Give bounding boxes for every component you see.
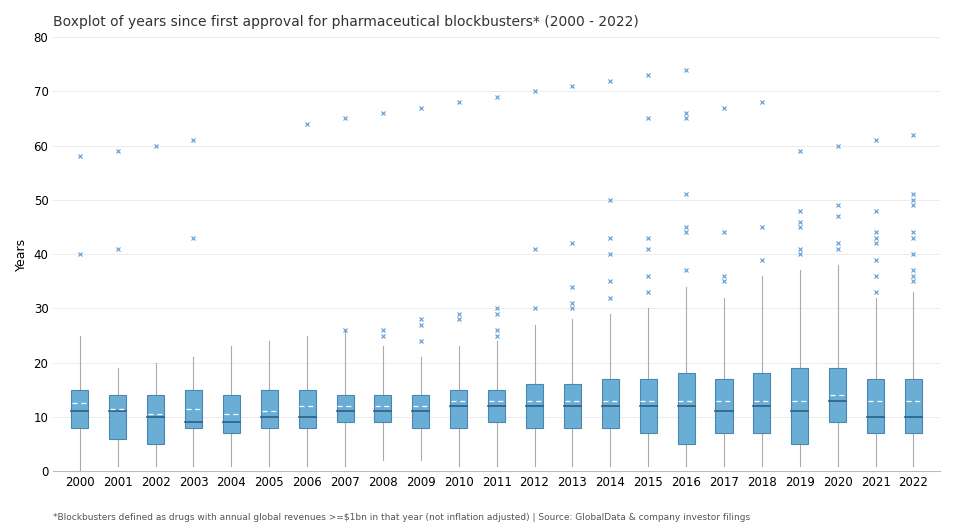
Bar (147, 395, 164, 444)
Bar (526, 384, 543, 428)
Bar (640, 379, 657, 433)
Text: *Blockbusters defined as drugs with annual global revenues >=$1bn in that year (: *Blockbusters defined as drugs with annu… (53, 513, 750, 522)
Bar (753, 373, 771, 433)
Text: Boxplot of years since first approval for pharmaceutical blockbusters* (2000 - 2: Boxplot of years since first approval fo… (53, 15, 639, 29)
Bar (563, 384, 581, 428)
Bar (905, 379, 922, 433)
Bar (450, 390, 467, 428)
Bar (261, 390, 278, 428)
Bar (109, 395, 126, 438)
Bar (867, 379, 884, 433)
Bar (792, 368, 808, 444)
Bar (299, 390, 316, 428)
Bar (413, 395, 430, 428)
Bar (374, 395, 392, 422)
Bar (223, 395, 240, 433)
Bar (336, 395, 353, 422)
Bar (715, 379, 732, 433)
Bar (829, 368, 846, 422)
Bar (678, 373, 694, 444)
Bar (72, 390, 89, 428)
Bar (185, 390, 202, 428)
Bar (488, 390, 505, 422)
Y-axis label: Years: Years (15, 237, 28, 271)
Bar (602, 379, 619, 428)
